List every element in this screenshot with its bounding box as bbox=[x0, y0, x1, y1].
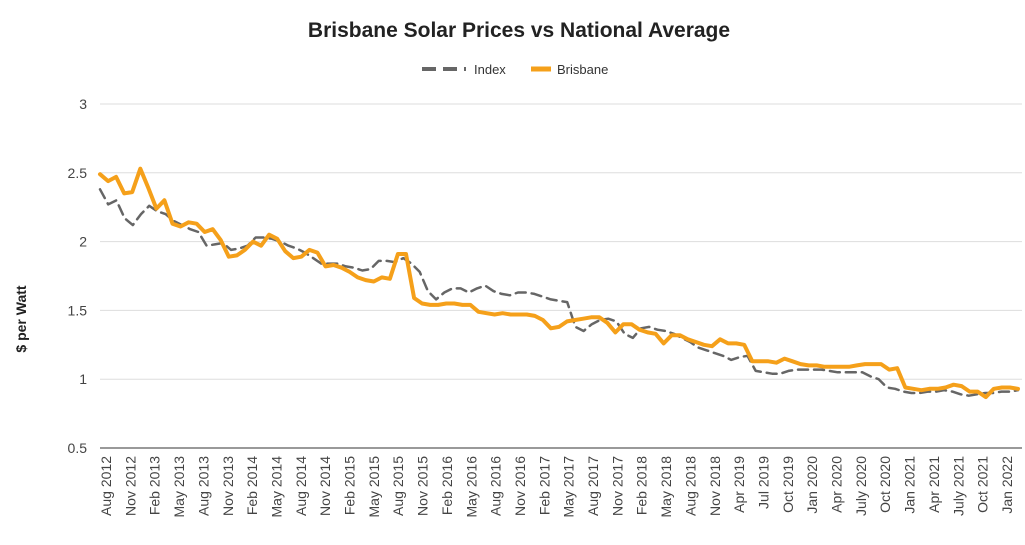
x-tick-label: May 2014 bbox=[268, 456, 284, 518]
legend: Index Brisbane bbox=[422, 62, 608, 77]
x-tick-label: Nov 2012 bbox=[122, 456, 138, 516]
legend-item-brisbane[interactable]: Brisbane bbox=[531, 62, 608, 77]
x-tick-label: May 2013 bbox=[171, 456, 187, 518]
series-lines bbox=[98, 166, 1020, 400]
series-line-index bbox=[98, 188, 1020, 397]
x-tick-label: Nov 2015 bbox=[415, 456, 431, 516]
x-tick-label: Jan 2021 bbox=[902, 456, 918, 514]
series-line-brisbane bbox=[98, 166, 1020, 400]
y-tick-label: 2 bbox=[79, 234, 87, 250]
x-tick-label: Oct 2019 bbox=[780, 456, 796, 513]
y-tick-label: 2.5 bbox=[68, 165, 88, 181]
x-tick-label: Apr 2019 bbox=[731, 456, 747, 513]
x-tick-label: Jan 2020 bbox=[804, 456, 820, 514]
x-tick-label: Nov 2013 bbox=[220, 456, 236, 516]
x-tick-label: Feb 2015 bbox=[342, 456, 358, 515]
x-tick-label: Feb 2016 bbox=[439, 456, 455, 515]
y-tick-label: 0.5 bbox=[68, 440, 88, 456]
x-tick-label: Nov 2016 bbox=[512, 456, 528, 516]
x-tick-label: Nov 2018 bbox=[707, 456, 723, 516]
x-tick-label: May 2015 bbox=[366, 456, 382, 518]
x-tick-label: May 2017 bbox=[561, 456, 577, 518]
x-tick-label: Feb 2013 bbox=[147, 456, 163, 515]
legend-item-index[interactable]: Index bbox=[422, 62, 506, 77]
x-tick-label: May 2016 bbox=[463, 456, 479, 518]
x-tick-label: Aug 2016 bbox=[488, 456, 504, 516]
x-tick-label: Aug 2015 bbox=[390, 456, 406, 516]
x-tick-label: July 2020 bbox=[853, 456, 869, 516]
x-tick-label: July 2021 bbox=[950, 456, 966, 516]
y-axis-label: $ per Watt bbox=[13, 285, 29, 352]
x-tick-label: Oct 2020 bbox=[877, 456, 893, 513]
x-tick-label: Jul 2019 bbox=[755, 456, 771, 509]
x-tick-label: Aug 2012 bbox=[98, 456, 114, 516]
x-tick-label: Jan 2022 bbox=[999, 456, 1015, 514]
x-axis-ticks: Aug 2012 Nov 2012 Feb 2013 May 2013 Aug 2013… bbox=[98, 456, 1015, 518]
x-tick-label: Feb 2014 bbox=[244, 456, 260, 515]
y-tick-label: 1.5 bbox=[68, 302, 88, 318]
x-tick-label: Apr 2021 bbox=[926, 456, 942, 513]
y-axis-ticks: 3 2.5 2 1.5 1 0.5 bbox=[68, 96, 88, 456]
x-tick-label: Aug 2017 bbox=[585, 456, 601, 516]
x-tick-label: Nov 2014 bbox=[317, 456, 333, 516]
x-tick-label: Feb 2017 bbox=[536, 456, 552, 515]
x-tick-label: Oct 2021 bbox=[975, 456, 991, 513]
x-tick-label: Nov 2017 bbox=[609, 456, 625, 516]
chart-title: Brisbane Solar Prices vs National Averag… bbox=[308, 19, 730, 42]
x-tick-label: Aug 2013 bbox=[195, 456, 211, 516]
legend-label-brisbane: Brisbane bbox=[557, 62, 608, 77]
y-tick-label: 3 bbox=[79, 96, 87, 112]
grid-lines bbox=[100, 103, 1022, 380]
x-tick-label: Aug 2018 bbox=[682, 456, 698, 516]
x-tick-label: Aug 2014 bbox=[293, 456, 309, 516]
x-tick-label: Feb 2018 bbox=[634, 456, 650, 515]
x-tick-label: Apr 2020 bbox=[829, 456, 845, 513]
y-tick-label: 1 bbox=[79, 371, 87, 387]
x-tick-label: May 2018 bbox=[658, 456, 674, 518]
legend-label-index: Index bbox=[474, 62, 506, 77]
